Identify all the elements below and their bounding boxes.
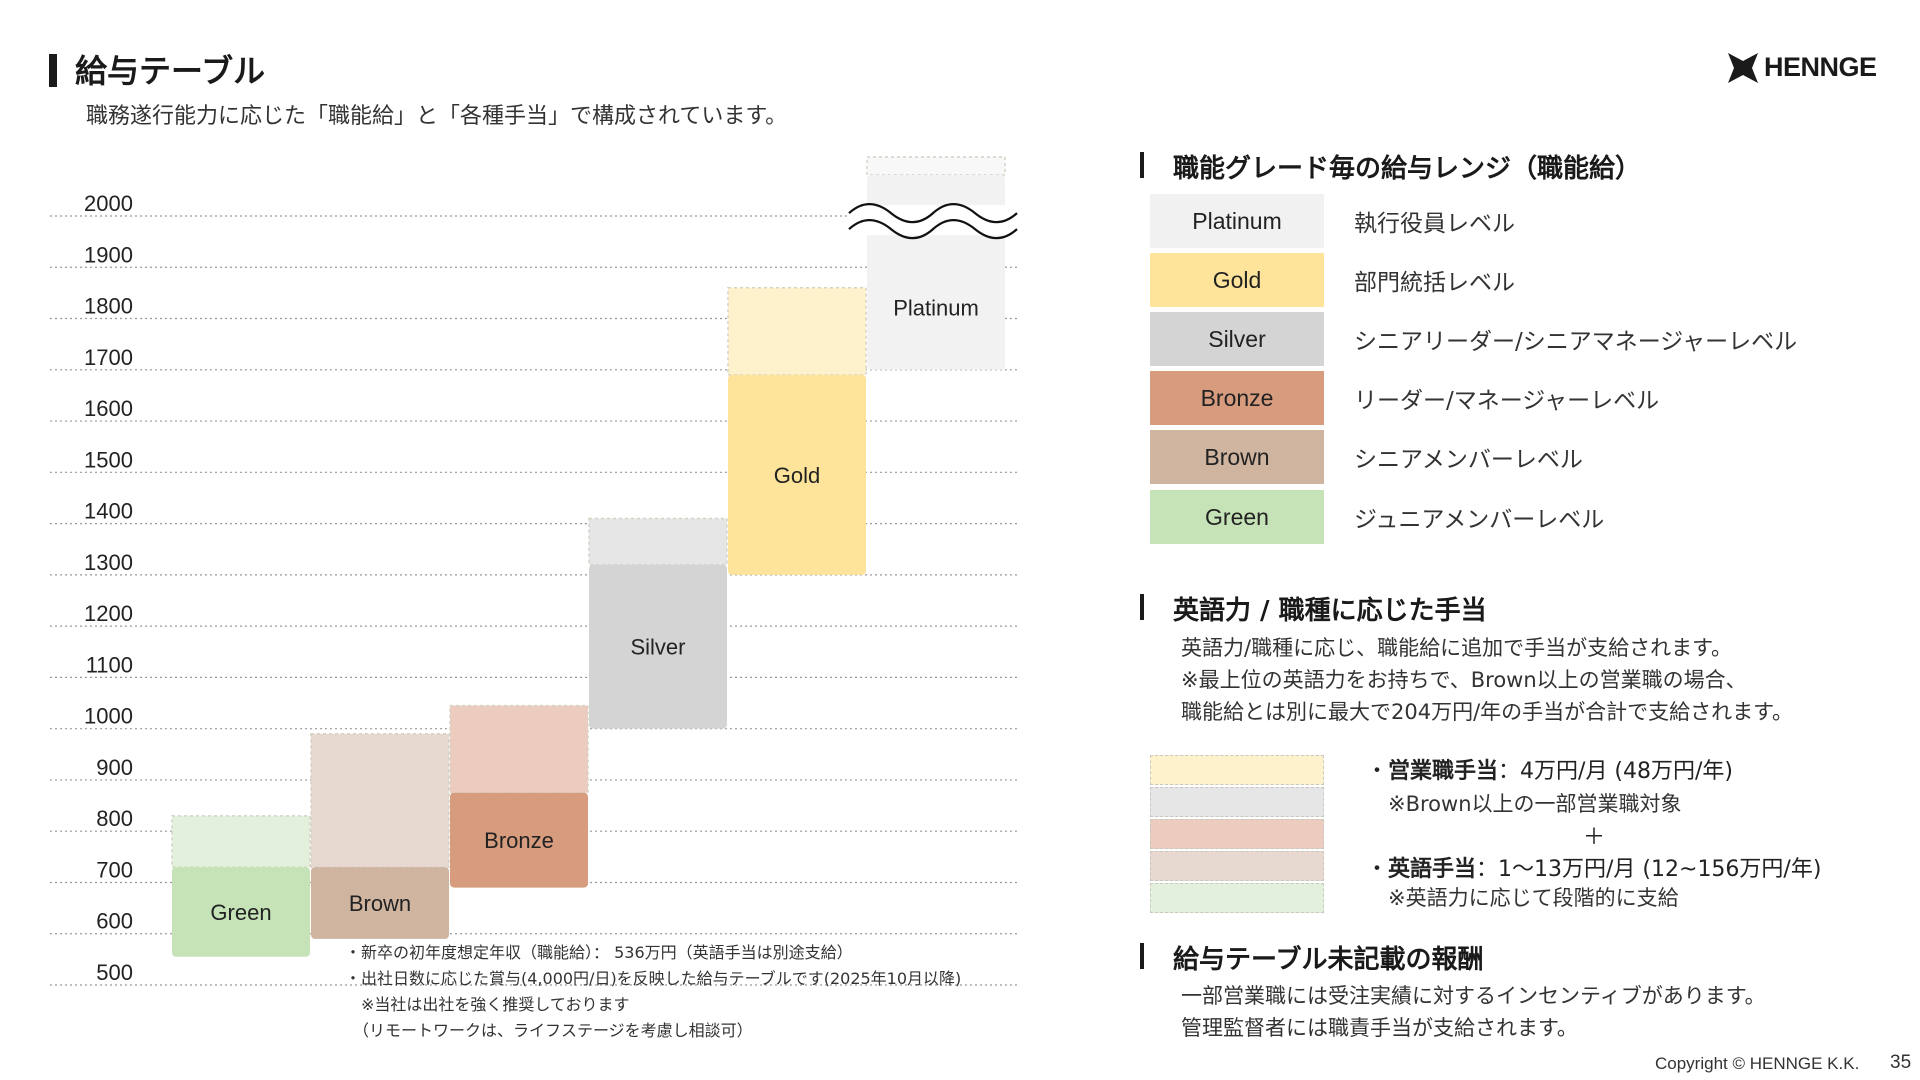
y-tick-label: 600 bbox=[96, 909, 133, 934]
copyright: Copyright © HENNGE K.K. bbox=[1655, 1054, 1860, 1073]
bar-label-brown: Brown bbox=[349, 891, 411, 916]
allowance-bar-gold bbox=[727, 287, 867, 376]
y-tick-label: 700 bbox=[96, 857, 133, 882]
base-bar-bronze bbox=[450, 792, 588, 888]
chart-notes: ・新卒の初年度想定年収（職能給）： 536万円（英語手当は別途支給） ・出社日数… bbox=[345, 940, 961, 1044]
y-tick-label: 1100 bbox=[86, 652, 133, 677]
company-logo: HENNGE bbox=[1728, 52, 1877, 83]
sales-allowance-note: ※Brown以上の一部営業職対象 bbox=[1388, 792, 1682, 816]
allowance-bar-bronze bbox=[449, 704, 589, 794]
bar-label-platinum: Platinum bbox=[893, 296, 979, 321]
y-tick-label: 900 bbox=[96, 755, 133, 780]
y-tick-label: 800 bbox=[96, 806, 133, 831]
grade-description: ジュニアメンバーレベル bbox=[1354, 507, 1605, 533]
base-bar-silver bbox=[589, 564, 727, 729]
y-tick-label: 1300 bbox=[84, 550, 133, 575]
grade-row-platinum: Platinum 執行役員レベル bbox=[1150, 194, 1920, 248]
english-allowance-line: ・英語手当：1〜13万円/月 (12~156万円/年) bbox=[1366, 857, 1822, 882]
allowance-line: ※最上位の英語力をお持ちで、Brown以上の営業職の場合、 bbox=[1181, 668, 1747, 692]
page-subtitle: 職務遂行能力に応じた「職能給」と「各種手当」で構成されています。 bbox=[86, 104, 788, 129]
base-bar-green bbox=[172, 867, 310, 957]
bar-label-silver: Silver bbox=[630, 635, 685, 660]
grade-row-bronze: Bronze リーダー/マネージャーレベル bbox=[1150, 371, 1920, 425]
grade-badge: Platinum bbox=[1150, 194, 1324, 248]
grade-badge: Gold bbox=[1150, 253, 1324, 307]
grade-row-brown: Brown シニアメンバーレベル bbox=[1150, 430, 1920, 484]
y-tick-label: 1500 bbox=[84, 447, 133, 472]
grade-row-green: Green ジュニアメンバーレベル bbox=[1150, 490, 1920, 544]
y-tick-label: 2000 bbox=[84, 191, 133, 216]
allowance-line: 英語力/職種に応じ、職能給に追加で手当が支給されます。 bbox=[1181, 636, 1732, 660]
y-tick-label: 500 bbox=[96, 960, 133, 985]
salary-range-chart: 2000 1900 1800 1700 1600 1500 1400 1300 1200 1100… bbox=[50, 156, 1025, 986]
axis-break-line bbox=[848, 219, 1018, 240]
base-bar-gold bbox=[728, 374, 866, 575]
grade-description: リーダー/マネージャーレベル bbox=[1354, 388, 1660, 414]
section-accent-bar bbox=[1140, 152, 1144, 178]
y-tick-label: 1900 bbox=[84, 242, 133, 267]
note-line: （リモートワークは、ライフステージを考慮し相談可） bbox=[345, 1021, 753, 1040]
grades-section-title: 職能グレード毎の給与レンジ（職能給） bbox=[1173, 154, 1642, 184]
bar-label-green: Green bbox=[210, 900, 271, 925]
grade-badge: Bronze bbox=[1150, 371, 1324, 425]
allowance-legend-swatches bbox=[1150, 755, 1324, 915]
note-line: ・出社日数に応じた賞与(4,000円/日)を反映した給与テーブルです(2025年… bbox=[345, 969, 962, 988]
page-title: 給与テーブル bbox=[75, 52, 266, 90]
legend-swatch bbox=[1150, 851, 1324, 881]
bar-label-gold: Gold bbox=[774, 463, 820, 488]
allowance-bar-platinum bbox=[866, 156, 1006, 176]
grade-badge: Silver bbox=[1150, 312, 1324, 366]
section-accent-bar bbox=[1140, 943, 1144, 969]
bar-label-bronze: Bronze bbox=[484, 828, 554, 853]
base-bar-platinum bbox=[867, 174, 1005, 370]
english-allowance-label: 英語手当 bbox=[1388, 857, 1477, 882]
y-tick-label: 1400 bbox=[84, 499, 133, 524]
sales-allowance: ・営業職手当：4万円/月 (48万円/年) ※Brown以上の一部営業職対象 bbox=[1366, 756, 1733, 818]
section-accent-bar bbox=[1140, 594, 1144, 620]
y-tick-label: 1700 bbox=[84, 345, 133, 370]
y-tick-label: 1000 bbox=[84, 704, 133, 729]
allowance-bar-brown bbox=[310, 733, 450, 868]
axis-break-line bbox=[848, 203, 1018, 224]
henngeh-logo-icon bbox=[1728, 52, 1758, 83]
grade-row-gold: Gold 部門統括レベル bbox=[1150, 253, 1920, 307]
other-comp-section-title: 給与テーブル未記載の報酬 bbox=[1173, 945, 1484, 975]
sales-allowance-line: ・営業職手当：4万円/月 (48万円/年) bbox=[1366, 759, 1734, 784]
legend-swatch bbox=[1150, 819, 1324, 849]
other-comp-description: 一部営業職には受注実績に対するインセンティブがあります。 管理監督者には職責手当… bbox=[1181, 980, 1766, 1044]
logo-text: HENNGE bbox=[1764, 52, 1877, 82]
legend-swatch bbox=[1150, 883, 1324, 913]
allowance-bar-green bbox=[171, 815, 311, 868]
allowance-bar-silver bbox=[588, 517, 728, 566]
note-line: ※当社は出社を強く推奨しております bbox=[345, 995, 630, 1014]
plus-sign: ＋ bbox=[1583, 825, 1606, 850]
grade-description: 執行役員レベル bbox=[1354, 211, 1515, 237]
english-allowance-note: ※英語力に応じて段階的に支給 bbox=[1388, 886, 1679, 910]
y-tick-label: 1800 bbox=[84, 294, 133, 319]
allowance-section-title: 英語力 / 職種に応じた手当 bbox=[1173, 596, 1487, 626]
title-accent-bar bbox=[49, 54, 57, 87]
page-number: 35 bbox=[1890, 1052, 1912, 1073]
english-allowance: ・英語手当：1〜13万円/月 (12~156万円/年) ※英語力に応じて段階的に… bbox=[1366, 854, 1821, 912]
other-comp-line: 一部営業職には受注実績に対するインセンティブがあります。 bbox=[1181, 984, 1766, 1008]
grade-description: シニアメンバーレベル bbox=[1354, 447, 1583, 473]
legend-swatch bbox=[1150, 787, 1324, 817]
grade-badge: Brown bbox=[1150, 430, 1324, 484]
allowance-description: 英語力/職種に応じ、職能給に追加で手当が支給されます。 ※最上位の英語力をお持ち… bbox=[1181, 632, 1793, 728]
note-line: ・新卒の初年度想定年収（職能給）： 536万円（英語手当は別途支給） bbox=[345, 943, 853, 962]
allowance-line: 職能給とは別に最大で204万円/年の手当が合計で支給されます。 bbox=[1181, 700, 1794, 724]
base-bar-brown bbox=[311, 867, 449, 939]
legend-swatch bbox=[1150, 755, 1324, 785]
grade-badge: Green bbox=[1150, 490, 1324, 544]
other-comp-line: 管理監督者には職責手当が支給されます。 bbox=[1181, 1016, 1578, 1040]
grade-row-silver: Silver シニアリーダー/シニアマネージャーレベル bbox=[1150, 312, 1920, 366]
grade-description: シニアリーダー/シニアマネージャーレベル bbox=[1354, 329, 1798, 355]
grade-description: 部門統括レベル bbox=[1354, 270, 1515, 296]
sales-allowance-label: 営業職手当 bbox=[1388, 759, 1499, 784]
y-tick-label: 1200 bbox=[84, 601, 133, 626]
english-allowance-value: ：1〜13万円/月 (12~156万円/年) bbox=[1476, 857, 1822, 882]
y-tick-label: 1600 bbox=[84, 396, 133, 421]
sales-allowance-value: ：4万円/月 (48万円/年) bbox=[1498, 759, 1734, 784]
